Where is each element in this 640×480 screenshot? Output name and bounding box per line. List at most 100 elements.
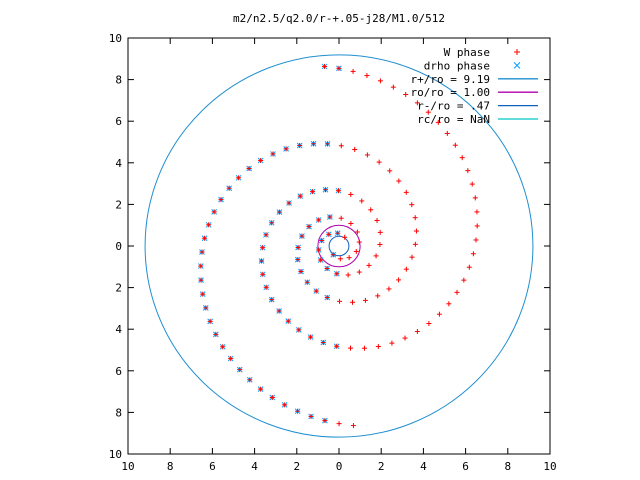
w-phase-point	[276, 209, 282, 215]
w-phase-point	[390, 84, 396, 90]
w-phase-point	[373, 253, 379, 259]
w-phase-point	[469, 181, 475, 187]
y-tick-label: 2	[115, 282, 122, 295]
w-phase-point	[470, 251, 476, 257]
w-phase-point	[203, 305, 209, 311]
w-phase-point	[263, 232, 269, 238]
w-phase-point	[425, 109, 431, 115]
w-phase-point	[412, 215, 418, 221]
y-tick-label: 2	[115, 198, 122, 211]
w-phase-point	[377, 78, 383, 84]
w-phase-point	[202, 235, 208, 241]
w-phase-point	[306, 224, 312, 230]
w-phase-point	[352, 146, 358, 152]
w-phase-point	[350, 423, 356, 429]
w-phase-point	[269, 297, 275, 303]
legend-label: r+/ro = 9.19	[411, 73, 490, 86]
y-tick-label: 0	[115, 240, 122, 253]
w-phase-point	[285, 318, 291, 324]
w-phase-point	[459, 155, 465, 161]
w-phase-point	[297, 193, 303, 199]
w-phase-point	[283, 146, 289, 152]
w-phase-point	[263, 284, 269, 290]
w-phase-point	[342, 234, 348, 240]
w-phase-point	[259, 258, 265, 264]
w-phase-point	[461, 277, 467, 283]
w-phase-point	[356, 269, 362, 275]
circle-r-	[328, 235, 350, 257]
w-phase-point	[337, 256, 343, 262]
y-tick-label: 8	[115, 406, 122, 419]
w-phase-point	[211, 209, 217, 215]
w-phase-point	[435, 119, 441, 125]
legend-label: drho phase	[424, 59, 490, 72]
w-phase-point	[269, 220, 275, 226]
w-phase-point	[436, 311, 442, 317]
w-phase-point	[226, 185, 232, 191]
w-phase-point	[465, 168, 471, 174]
w-phase-point	[474, 223, 480, 229]
w-phase-point	[324, 295, 330, 301]
w-phase-point	[276, 308, 282, 314]
legend-label: W phase	[444, 46, 490, 59]
legend-label: r-/ro = .47	[417, 100, 490, 113]
w-phase-point	[282, 402, 288, 408]
x-tick-label: 4	[251, 460, 258, 473]
w-phase-point	[474, 209, 480, 215]
w-phase-point	[454, 289, 460, 295]
w-phase-point	[337, 298, 343, 304]
w-phase-point	[320, 340, 326, 346]
w-phase-point	[297, 142, 303, 148]
w-phase-point	[228, 356, 234, 362]
w-phase-point	[466, 264, 472, 270]
phase-points	[197, 63, 480, 429]
w-phase-point	[326, 231, 332, 237]
y-tick-label: 8	[115, 74, 122, 87]
w-phase-point	[311, 141, 317, 147]
w-phase-point	[473, 237, 479, 243]
w-phase-point	[376, 159, 382, 165]
y-tick-label: 4	[115, 157, 122, 170]
w-phase-point	[310, 189, 316, 195]
w-phase-point	[353, 248, 359, 254]
w-phase-point	[207, 318, 213, 324]
w-phase-point	[444, 130, 450, 136]
w-phase-point	[318, 257, 324, 263]
w-phase-point	[366, 262, 372, 268]
y-tick-label: 6	[115, 365, 122, 378]
w-phase-point	[412, 241, 418, 247]
circle-ro	[317, 224, 361, 268]
w-phase-point	[316, 217, 322, 223]
w-phase-point	[258, 386, 264, 392]
w-phase-point	[324, 266, 330, 272]
chart-title: m2/n2.5/q2.0/r-+.05-j28/M1.0/512	[233, 12, 445, 25]
w-phase-point	[323, 187, 329, 193]
w-phase-point	[452, 142, 458, 148]
w-phase-point	[336, 65, 342, 71]
w-phase-point	[472, 195, 478, 201]
w-phase-point	[364, 152, 370, 158]
w-phase-point	[414, 328, 420, 334]
w-phase-point	[260, 245, 266, 251]
w-phase-point	[295, 408, 301, 414]
x-tick-label: 4	[420, 460, 427, 473]
w-phase-point	[286, 200, 292, 206]
x-tick-label: 10	[121, 460, 134, 473]
x-tick-label: 0	[336, 460, 343, 473]
radius-circles	[144, 54, 534, 438]
w-phase-point	[403, 266, 409, 272]
w-phase-point	[356, 239, 362, 245]
w-phase-point	[269, 394, 275, 400]
w-phase-point	[327, 214, 333, 220]
w-phase-point	[218, 197, 224, 203]
legend-label: rc/ro = NaN	[417, 113, 490, 126]
w-phase-point	[206, 222, 212, 228]
w-phase-point	[260, 271, 266, 277]
w-phase-point	[387, 168, 393, 174]
w-phase-point	[413, 228, 419, 234]
w-phase-point	[426, 320, 432, 326]
w-phase-point	[319, 238, 325, 244]
w-phase-point	[375, 344, 381, 350]
w-phase-point	[368, 207, 374, 213]
